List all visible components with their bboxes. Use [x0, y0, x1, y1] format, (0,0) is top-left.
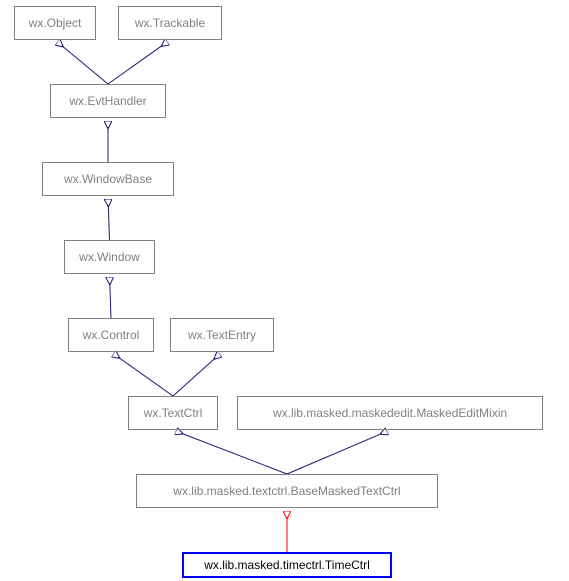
class-node-trackable[interactable]: wx.Trackable: [118, 6, 222, 40]
class-node-label: wx.EvtHandler: [69, 94, 146, 108]
class-node-label: wx.Trackable: [135, 16, 205, 30]
class-node-label: wx.TextCtrl: [144, 406, 203, 420]
class-node-basemasked[interactable]: wx.lib.masked.textctrl.BaseMaskedTextCtr…: [136, 474, 438, 508]
class-node-object[interactable]: wx.Object: [14, 6, 96, 40]
inheritance-edge: [173, 358, 215, 396]
class-node-label: wx.lib.masked.textctrl.BaseMaskedTextCtr…: [173, 484, 400, 498]
class-node-label: wx.Window: [79, 250, 140, 264]
class-node-label: wx.lib.masked.maskededit.MaskedEditMixin: [273, 406, 507, 420]
inheritance-edge: [108, 205, 109, 240]
inheritance-edge: [110, 283, 111, 318]
class-node-label: wx.lib.masked.timectrl.TimeCtrl: [204, 558, 370, 572]
class-node-control[interactable]: wx.Control: [68, 318, 154, 352]
class-node-timectrl[interactable]: wx.lib.masked.timectrl.TimeCtrl: [182, 552, 392, 578]
class-node-textctrl[interactable]: wx.TextCtrl: [128, 396, 218, 430]
class-node-textentry[interactable]: wx.TextEntry: [170, 318, 274, 352]
class-node-mixin[interactable]: wx.lib.masked.maskededit.MaskedEditMixin: [237, 396, 543, 430]
class-node-evthandler[interactable]: wx.EvtHandler: [50, 84, 166, 118]
inheritance-edge: [287, 434, 382, 474]
inheritance-edge: [181, 433, 287, 474]
inheritance-edge: [62, 46, 108, 84]
inheritance-edge: [118, 357, 173, 396]
class-node-winbase[interactable]: wx.WindowBase: [42, 162, 174, 196]
class-node-label: wx.Control: [83, 328, 140, 342]
class-node-label: wx.WindowBase: [64, 172, 152, 186]
class-node-window[interactable]: wx.Window: [64, 240, 155, 274]
inheritance-diagram: wx.Object wx.Trackable wx.EvtHandler wx.Win…: [0, 0, 569, 581]
class-node-label: wx.Object: [29, 16, 82, 30]
inheritance-edge: [108, 45, 163, 84]
class-node-label: wx.TextEntry: [188, 328, 256, 342]
